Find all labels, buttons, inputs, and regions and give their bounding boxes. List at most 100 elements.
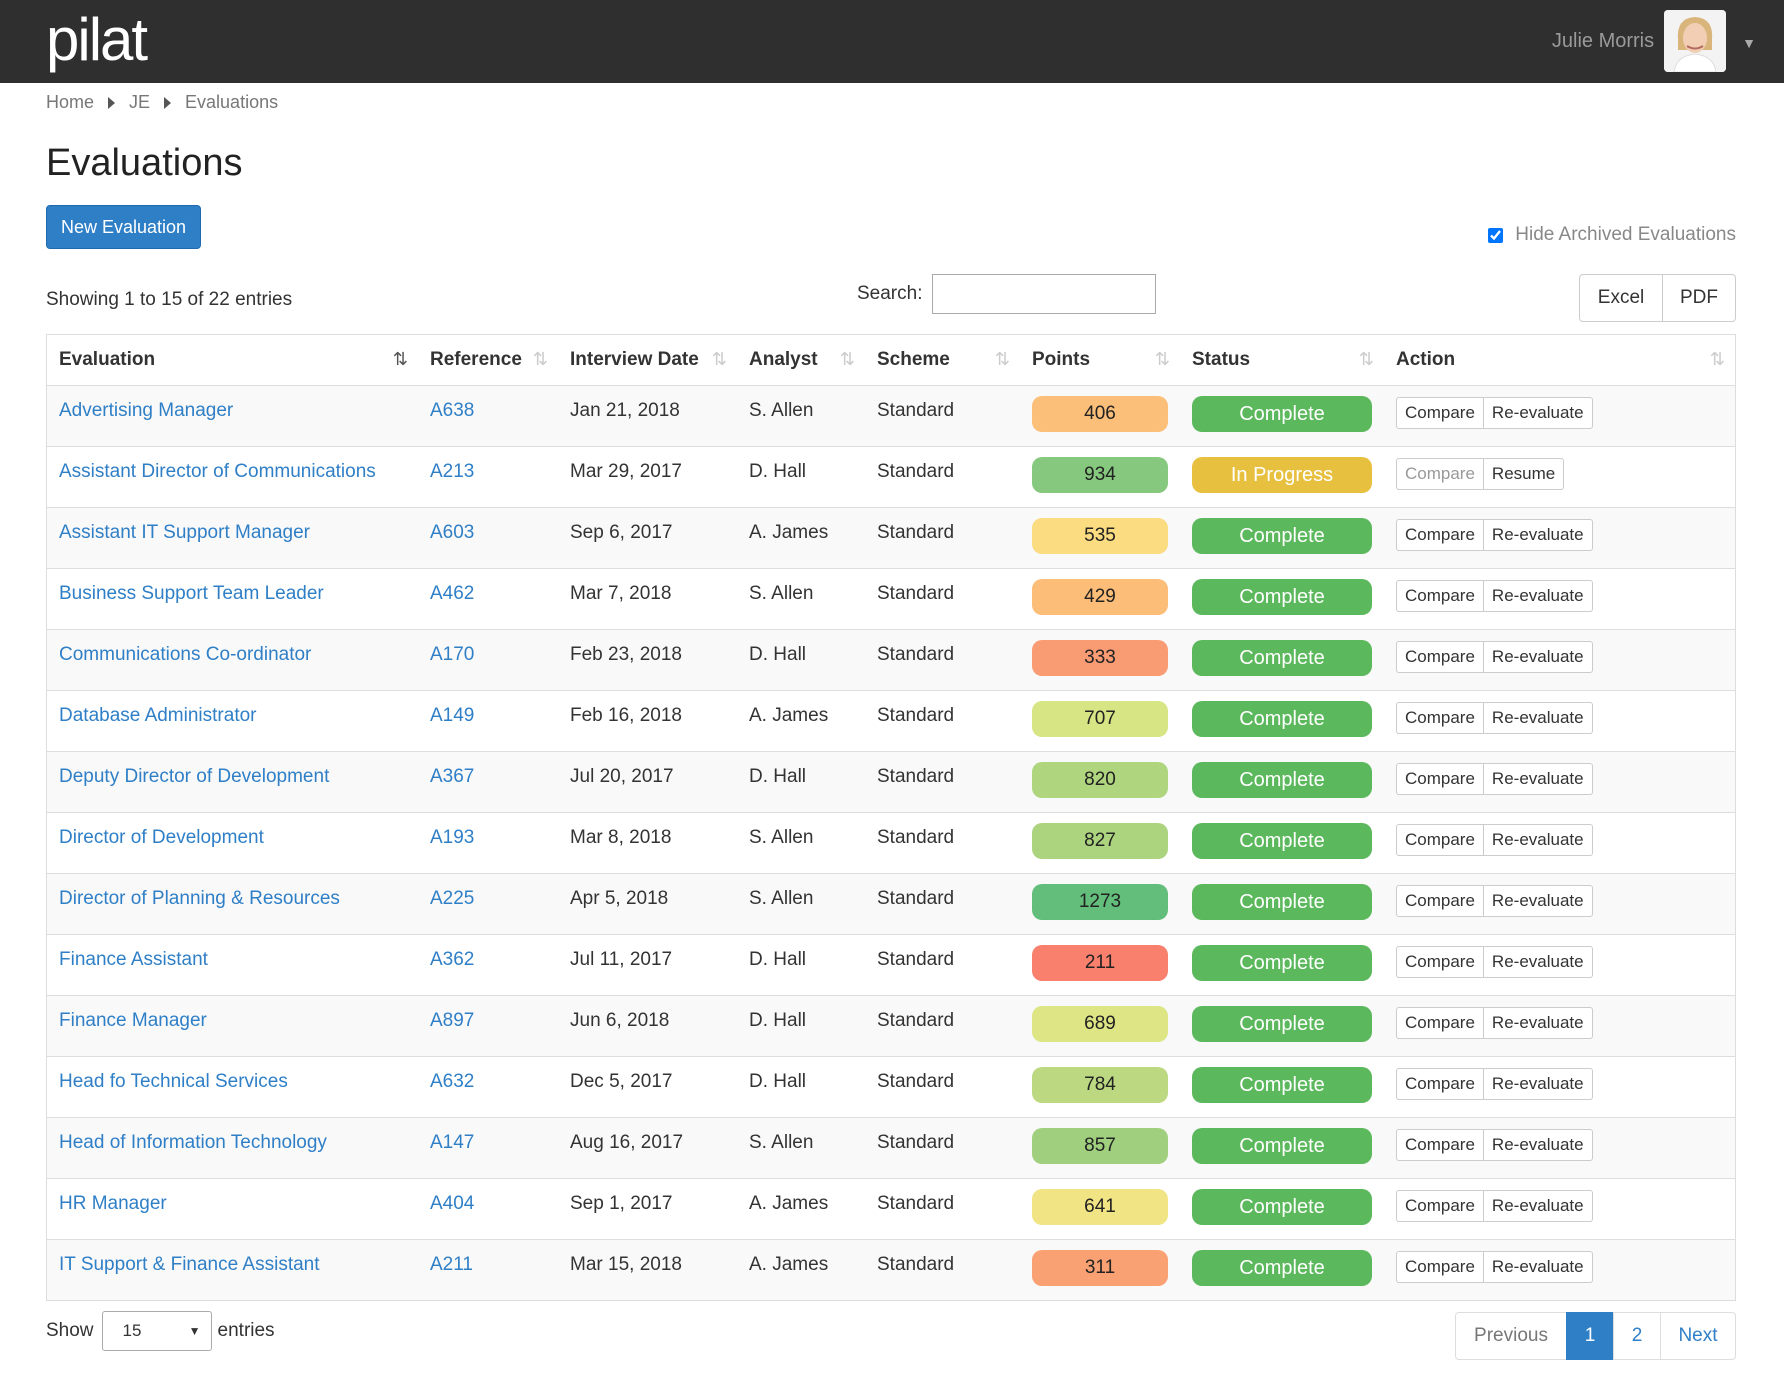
- action-button[interactable]: Re-evaluate: [1483, 946, 1593, 978]
- column-header-interview-date[interactable]: Interview Date ⇅: [558, 335, 737, 386]
- reference-link[interactable]: A211: [430, 1254, 473, 1275]
- compare-button[interactable]: Compare: [1396, 1068, 1484, 1100]
- new-evaluation-button[interactable]: New Evaluation: [46, 205, 201, 249]
- cell-status: Complete: [1180, 873, 1384, 935]
- action-button[interactable]: Re-evaluate: [1483, 1129, 1593, 1161]
- cell-reference: A367: [418, 751, 558, 813]
- action-button[interactable]: Re-evaluate: [1483, 580, 1593, 612]
- reference-link[interactable]: A225: [430, 888, 475, 909]
- evaluation-link[interactable]: Business Support Team Leader: [59, 583, 324, 604]
- breadcrumb-je[interactable]: JE: [129, 92, 151, 112]
- column-header-status[interactable]: Status ⇅: [1180, 335, 1384, 386]
- compare-button[interactable]: Compare: [1396, 397, 1484, 429]
- reference-link[interactable]: A404: [430, 1193, 475, 1214]
- compare-button[interactable]: Compare: [1396, 946, 1484, 978]
- evaluation-link[interactable]: Assistant IT Support Manager: [59, 522, 310, 543]
- hide-archived-label: Hide Archived Evaluations: [1515, 224, 1736, 245]
- sort-icon: ⇅: [1154, 349, 1170, 369]
- compare-button[interactable]: Compare: [1396, 1007, 1484, 1039]
- evaluation-link[interactable]: Communications Co-ordinator: [59, 644, 312, 665]
- action-button[interactable]: Re-evaluate: [1483, 1007, 1593, 1039]
- evaluation-link[interactable]: Director of Development: [59, 827, 264, 848]
- action-button[interactable]: Re-evaluate: [1483, 1068, 1593, 1100]
- evaluation-link[interactable]: Advertising Manager: [59, 400, 234, 421]
- page-length-select[interactable]: 15 ▼: [101, 1311, 212, 1351]
- evaluation-link[interactable]: HR Manager: [59, 1193, 167, 1214]
- compare-button[interactable]: Compare: [1396, 1129, 1484, 1161]
- action-button[interactable]: Re-evaluate: [1483, 1190, 1593, 1222]
- action-button[interactable]: Re-evaluate: [1483, 641, 1593, 673]
- reference-link[interactable]: A603: [430, 522, 475, 543]
- reference-link[interactable]: A170: [430, 644, 475, 665]
- compare-button[interactable]: Compare: [1396, 458, 1484, 490]
- reference-link[interactable]: A147: [430, 1132, 475, 1153]
- user-name[interactable]: Julie Morris: [1551, 29, 1655, 52]
- reference-link[interactable]: A367: [430, 766, 475, 787]
- evaluation-link[interactable]: Finance Manager: [59, 1010, 207, 1031]
- table-row: Business Support Team Leader A462 Mar 7,…: [47, 568, 1735, 630]
- show-label: Show: [46, 1320, 94, 1341]
- analyst: A. James: [749, 1193, 829, 1214]
- evaluation-link[interactable]: IT Support & Finance Assistant: [59, 1254, 320, 1275]
- action-button[interactable]: Re-evaluate: [1483, 1251, 1593, 1283]
- compare-button[interactable]: Compare: [1396, 763, 1484, 795]
- reference-link[interactable]: A193: [430, 827, 475, 848]
- reference-link[interactable]: A149: [430, 705, 475, 726]
- evaluation-link[interactable]: Database Administrator: [59, 705, 257, 726]
- hide-archived-toggle[interactable]: Hide Archived Evaluations: [1488, 224, 1736, 246]
- excel-button[interactable]: Excel: [1579, 274, 1663, 322]
- action-button[interactable]: Resume: [1483, 458, 1565, 490]
- evaluation-link[interactable]: Head fo Technical Services: [59, 1071, 288, 1092]
- page-1-button[interactable]: 1: [1566, 1312, 1614, 1360]
- logo[interactable]: pilat: [46, 6, 148, 73]
- reference-link[interactable]: A362: [430, 949, 475, 970]
- table-body: Advertising Manager A638 Jan 21, 2018 S.…: [47, 385, 1735, 1300]
- compare-button[interactable]: Compare: [1396, 1251, 1484, 1283]
- evaluation-link[interactable]: Finance Assistant: [59, 949, 208, 970]
- reference-link[interactable]: A632: [430, 1071, 475, 1092]
- evaluation-link[interactable]: Deputy Director of Development: [59, 766, 330, 787]
- action-button[interactable]: Re-evaluate: [1483, 885, 1593, 917]
- next-button[interactable]: Next: [1660, 1312, 1736, 1360]
- action-button[interactable]: Re-evaluate: [1483, 702, 1593, 734]
- table-row: Communications Co-ordinator A170 Feb 23,…: [47, 629, 1735, 691]
- compare-button[interactable]: Compare: [1396, 580, 1484, 612]
- column-header-scheme[interactable]: Scheme ⇅: [865, 335, 1020, 386]
- action-button[interactable]: Re-evaluate: [1483, 397, 1593, 429]
- search-input[interactable]: [932, 274, 1157, 314]
- reference-link[interactable]: A638: [430, 400, 475, 421]
- cell-status: Complete: [1180, 1117, 1384, 1179]
- avatar[interactable]: [1664, 10, 1727, 72]
- compare-button[interactable]: Compare: [1396, 702, 1484, 734]
- column-header-points[interactable]: Points ⇅: [1020, 335, 1180, 386]
- reference-link[interactable]: A213: [430, 461, 475, 482]
- column-header-reference[interactable]: Reference ⇅: [418, 335, 558, 386]
- pdf-button[interactable]: PDF: [1663, 274, 1736, 322]
- chevron-down-icon[interactable]: ▼: [1742, 35, 1756, 51]
- action-button[interactable]: Re-evaluate: [1483, 824, 1593, 856]
- action-group: Compare Re-evaluate: [1396, 519, 1723, 551]
- compare-button[interactable]: Compare: [1396, 885, 1484, 917]
- scheme: Standard: [877, 888, 955, 909]
- column-header-action[interactable]: Action ⇅: [1384, 335, 1735, 386]
- hide-archived-checkbox[interactable]: [1488, 227, 1504, 243]
- action-button[interactable]: Re-evaluate: [1483, 763, 1593, 795]
- compare-button[interactable]: Compare: [1396, 519, 1484, 551]
- cell-status: Complete: [1180, 995, 1384, 1057]
- evaluation-link[interactable]: Assistant Director of Communications: [59, 461, 376, 482]
- previous-button[interactable]: Previous: [1455, 1312, 1567, 1360]
- user-menu[interactable]: Julie Morris ▼: [1552, 10, 1756, 72]
- column-header-analyst[interactable]: Analyst ⇅: [737, 335, 865, 386]
- action-button[interactable]: Re-evaluate: [1483, 519, 1593, 551]
- evaluation-link[interactable]: Director of Planning & Resources: [59, 888, 340, 909]
- reference-link[interactable]: A462: [430, 583, 475, 604]
- compare-button[interactable]: Compare: [1396, 824, 1484, 856]
- column-header-evaluation[interactable]: Evaluation ⇅: [47, 335, 418, 386]
- reference-link[interactable]: A897: [430, 1010, 475, 1031]
- evaluation-link[interactable]: Head of Information Technology: [59, 1132, 327, 1153]
- page-2-button[interactable]: 2: [1613, 1312, 1661, 1360]
- status-badge: Complete: [1192, 945, 1372, 981]
- compare-button[interactable]: Compare: [1396, 641, 1484, 673]
- breadcrumb-home[interactable]: Home: [46, 92, 95, 112]
- compare-button[interactable]: Compare: [1396, 1190, 1484, 1222]
